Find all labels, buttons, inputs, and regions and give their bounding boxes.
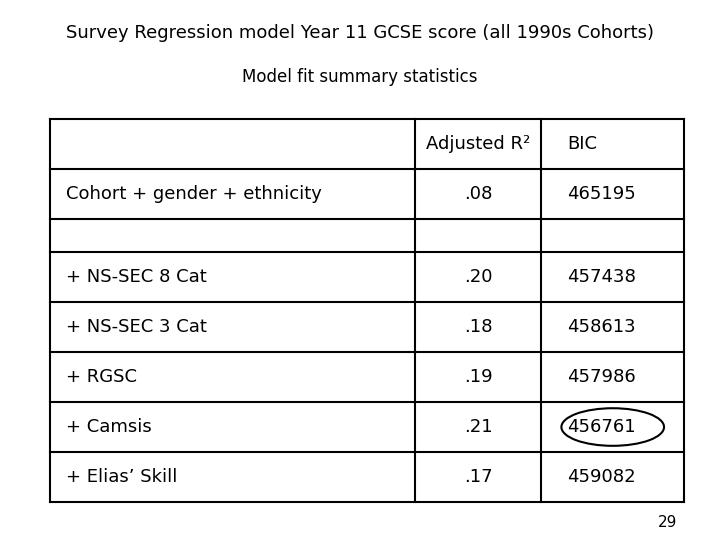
Text: Model fit summary statistics: Model fit summary statistics <box>242 68 478 85</box>
Text: 457438: 457438 <box>567 268 636 286</box>
Text: 456761: 456761 <box>567 418 636 436</box>
Text: BIC: BIC <box>567 135 597 153</box>
Text: .18: .18 <box>464 318 492 336</box>
Text: 465195: 465195 <box>567 185 636 203</box>
Text: + RGSC: + RGSC <box>66 368 138 386</box>
Text: .20: .20 <box>464 268 492 286</box>
Text: 457986: 457986 <box>567 368 636 386</box>
Text: .21: .21 <box>464 418 492 436</box>
Text: 29: 29 <box>657 515 677 530</box>
Text: Survey Regression model Year 11 GCSE score (all 1990s Cohorts): Survey Regression model Year 11 GCSE sco… <box>66 24 654 42</box>
Text: + NS-SEC 8 Cat: + NS-SEC 8 Cat <box>66 268 207 286</box>
Text: + Elias’ Skill: + Elias’ Skill <box>66 468 178 486</box>
Text: .08: .08 <box>464 185 492 203</box>
Text: 458613: 458613 <box>567 318 636 336</box>
Text: Cohort + gender + ethnicity: Cohort + gender + ethnicity <box>66 185 322 203</box>
Text: .19: .19 <box>464 368 492 386</box>
Text: + Camsis: + Camsis <box>66 418 152 436</box>
Text: + NS-SEC 3 Cat: + NS-SEC 3 Cat <box>66 318 207 336</box>
Text: 459082: 459082 <box>567 468 636 486</box>
Text: Adjusted R²: Adjusted R² <box>426 135 530 153</box>
Text: .17: .17 <box>464 468 492 486</box>
